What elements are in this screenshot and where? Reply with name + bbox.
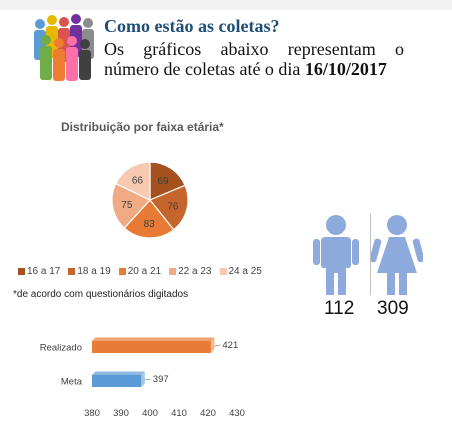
legend-item: 22 a 23: [169, 266, 212, 277]
legend-label: 18 a 19: [77, 266, 111, 277]
pie-slice-label: 69: [157, 176, 169, 187]
data-label-leader: [214, 344, 221, 347]
x-tick-label: 380: [84, 408, 100, 419]
x-tick-label: 430: [229, 408, 245, 419]
x-tick-label: 390: [113, 408, 129, 419]
legend-swatch: [68, 268, 76, 275]
legend-swatch: [219, 268, 227, 275]
pie-slice-label: 66: [132, 176, 144, 187]
x-tick-label: 400: [142, 408, 158, 419]
pie-slice-22-a-23: [111, 182, 151, 229]
female-icon: [371, 215, 423, 295]
legend-item: 16 a 17: [18, 266, 60, 277]
legend-item: 18 a 19: [68, 266, 111, 277]
legend-swatch: [169, 268, 177, 275]
goal-bar-chart: Realizado 421 Meta 397 380 390 400 410 420 430: [40, 337, 245, 419]
legend-swatch: [118, 268, 126, 275]
pie-legend: 16 a 17 18 a 19 20 a 21 22 a 23 24 a 25: [18, 266, 262, 277]
male-count: 112: [324, 298, 355, 319]
bar-top-face: [92, 337, 215, 341]
page-title: Como estão as coletas?: [104, 16, 280, 36]
bar-side-face: [141, 371, 145, 387]
legend-item: 20 a 21: [118, 266, 162, 277]
legend-item: 24 a 25: [219, 266, 262, 277]
pie-slice-24-a-25: [114, 161, 151, 201]
female-count: 309: [377, 298, 409, 319]
page-description: Os gráficos abaixo representam o número …: [104, 39, 404, 79]
footnote: *de acordo com questionários digitados: [13, 289, 189, 300]
people-group-icon: [34, 14, 94, 81]
bar-value-label: 421: [222, 340, 238, 351]
pie-slice-16-a-17: [149, 161, 186, 201]
legend-label: 20 a 21: [127, 266, 162, 277]
legend-label: 16 a 17: [27, 266, 61, 277]
bar-category-label: Realizado: [40, 343, 82, 354]
pie-slice-20-a-21: [123, 199, 175, 239]
legend-label: 24 a 25: [228, 266, 262, 277]
pie-slice-label: 83: [144, 219, 156, 230]
bar-side-face: [210, 337, 215, 353]
pie-slice-label: 76: [167, 201, 179, 212]
bar-value-label: 397: [153, 374, 169, 385]
pie-chart-title: Distribuição por faixa etária*: [61, 120, 224, 134]
male-icon: [313, 215, 359, 295]
pie-slice-18-a-19: [149, 184, 189, 231]
bar-category-label: Meta: [61, 377, 83, 388]
legend-label: 22 a 23: [178, 266, 212, 277]
bar-realizado: [92, 341, 211, 353]
bar-meta: [92, 375, 142, 387]
x-tick-label: 420: [200, 408, 216, 419]
legend-swatch: [18, 268, 25, 275]
data-label-leader: [144, 378, 151, 381]
bar-top-face: [92, 371, 145, 375]
report-date: 16/10/2017: [304, 59, 387, 79]
age-pie-chart: 69 76 83 75 66: [111, 161, 189, 239]
gender-divider: [370, 213, 371, 295]
x-tick-label: 410: [171, 408, 187, 419]
description-text: Os gráficos abaixo representam o número …: [104, 39, 404, 79]
pie-slice-label: 75: [121, 200, 133, 211]
top-bar: [0, 0, 452, 10]
